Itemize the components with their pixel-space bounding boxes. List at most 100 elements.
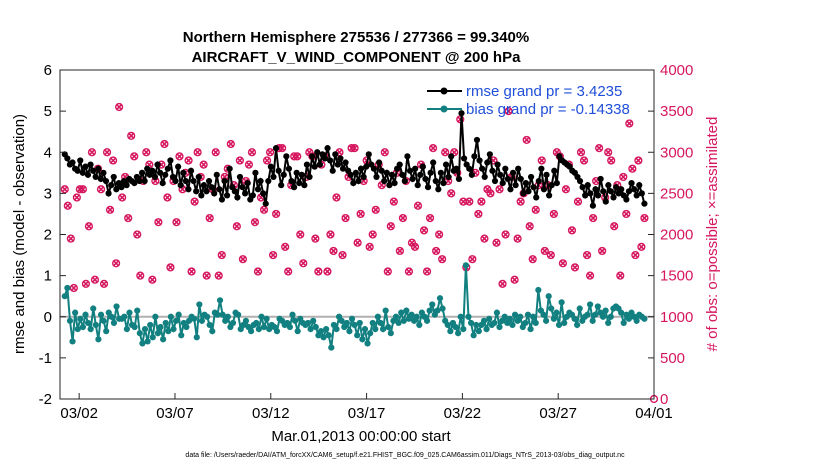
rmse-point [131,179,138,187]
bias-point [160,336,167,343]
rmse-point [378,167,385,174]
rmse-point [123,182,130,189]
obs-possible-marker [115,102,124,112]
rmse-point [342,159,349,166]
rmse-point [468,171,475,178]
obs-possible-marker [99,279,109,288]
obs-assimilated-marker [357,210,365,218]
rmse-point [272,145,280,152]
bias-point [193,334,200,341]
rmse-point [159,179,166,187]
obs-possible-marker [184,156,193,165]
bias-point [385,323,392,331]
bias-point [542,317,550,324]
obs-assimilated-marker [387,222,395,230]
obs-possible-marker [425,213,435,223]
obs-possible-marker [386,222,395,231]
rmse-point [288,177,295,185]
rmse-point [419,163,426,170]
bias-point [416,321,423,329]
obs-assimilated-marker [64,202,72,210]
rmse-point [625,188,633,195]
obs-assimilated-marker [112,259,120,267]
bias-point [618,309,625,316]
rmse-point [154,161,161,168]
obs-possible-marker [166,263,175,272]
obs-possible-marker [205,213,214,223]
rmse-point [334,161,341,168]
obs-possible-marker [522,135,531,145]
obs-assimilated-marker [616,272,624,279]
obs-assimilated-marker [574,198,582,205]
bias-point [607,313,614,320]
rmse-point [203,188,210,195]
rmse-point [355,177,362,185]
y2-tick-label: 1500 [660,268,693,285]
obs-assimilated-marker [465,198,473,205]
bias-point [216,297,224,304]
obs-assimilated-marker [155,218,162,226]
bias-point [247,328,255,335]
obs-possible-marker [604,148,613,157]
obs-possible-marker [513,234,522,243]
bias-point [178,332,185,339]
obs-assimilated-marker [281,243,289,251]
obs-assimilated-marker [124,214,132,222]
obs-assimilated-marker [127,132,135,140]
bias-point [511,311,519,318]
obs-assimilated-marker [248,148,256,156]
bias-point [354,332,361,339]
obs-assimilated-marker [73,194,81,201]
rmse-point [254,186,262,193]
rmse-point [481,173,488,181]
rmse-point [476,157,483,164]
bias-point [95,336,102,343]
obs-possible-marker [465,197,474,206]
obs-assimilated-marker [619,173,627,181]
obs-assimilated-marker [245,161,253,168]
obs-assimilated-marker [468,255,476,263]
legend: rmse grand pr = 3.4235 bias grand pr = -… [427,83,630,118]
bias-point [191,315,198,322]
bias-point [162,319,169,327]
obs-assimilated-marker [481,235,488,242]
obs-possible-marker [419,226,429,235]
y-tick-label: 2 [44,227,52,244]
obs-possible-marker [395,246,404,256]
rmse-point [87,161,94,168]
obs-assimilated-marker [532,206,540,214]
legend-bias-marker [440,105,448,113]
obs-possible-marker [413,201,423,210]
obs-possible-marker [296,230,305,239]
bias-point [141,325,149,333]
obs-assimilated-marker [236,157,244,164]
y2-axis-label: # of obs: o=possible; ×=assimilated [704,117,721,352]
obs-possible-marker [383,267,392,276]
bias-point [589,317,596,324]
rmse-point [458,110,465,117]
obs-possible-marker [616,271,625,280]
rmse-point [579,184,586,191]
obs-assimilated-marker [284,268,292,275]
rmse-point [347,171,354,178]
x-tick-label: 03/02 [60,405,98,422]
obs-possible-marker [281,242,290,251]
bias-point [72,309,79,316]
rmse-point [540,186,548,193]
obs-possible-marker [323,267,332,276]
rmse-point [435,186,442,193]
obs-possible-marker [262,156,272,165]
bias-point [452,323,459,331]
rmse-point [280,171,287,178]
rmse-point [453,165,460,172]
bias-point [307,325,314,333]
obs-possible-marker [540,246,549,256]
rmse-point [592,186,599,193]
rmse-point [543,171,550,178]
bias-point [372,325,379,333]
bias-point [447,328,454,335]
rmse-point [363,163,370,170]
bias-point [61,293,68,300]
rmse-point [231,188,238,195]
bias-point [157,323,164,331]
